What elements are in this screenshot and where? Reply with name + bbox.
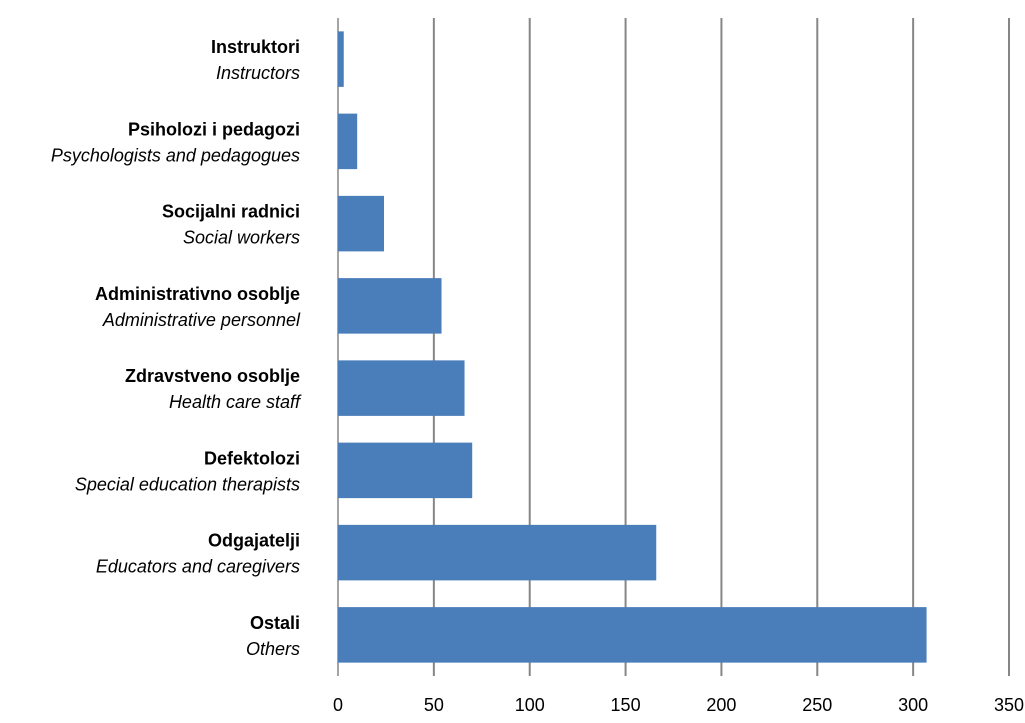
category-label: Defektolozi <box>204 448 300 468</box>
x-tick-label: 200 <box>706 695 736 715</box>
category-translation: Social workers <box>183 228 300 248</box>
category-label: Ostali <box>250 613 300 633</box>
x-tick-label: 50 <box>424 695 444 715</box>
category-translation: Psychologists and pedagogues <box>51 145 300 165</box>
bar-administrative-personnel <box>338 278 442 334</box>
category-label: Administrativno osoblje <box>95 284 300 304</box>
category-translation: Administrative personnel <box>102 310 301 330</box>
bar-instructors <box>338 31 344 87</box>
x-tick-label: 350 <box>994 695 1024 715</box>
x-tick-label: 250 <box>802 695 832 715</box>
category-label: Zdravstveno osoblje <box>125 366 300 386</box>
category-labels: Instruktori Instructors Psiholozi i pedago… <box>51 37 302 659</box>
bar-special-education-therapists <box>338 442 473 499</box>
bar-psychologists-and-pedagogues <box>338 113 358 170</box>
bar-others <box>338 607 927 663</box>
bar-educators-and-caregivers <box>338 524 657 581</box>
category-translation: Instructors <box>216 63 300 83</box>
bar-health-care-staff <box>338 360 465 416</box>
category-translation: Others <box>246 639 300 659</box>
category-label: Instruktori <box>211 37 300 57</box>
x-tick-label: 150 <box>611 695 641 715</box>
x-axis-tick-labels: 0 50 100 150 200 250 300 350 <box>333 695 1024 715</box>
x-tick-label: 100 <box>515 695 545 715</box>
category-label: Odgajatelji <box>208 531 300 551</box>
category-translation: Special education therapists <box>75 474 300 494</box>
category-label: Socijalni radnici <box>162 202 300 222</box>
x-tick-label: 0 <box>333 695 343 715</box>
category-translation: Health care staff <box>169 392 302 412</box>
category-translation: Educators and caregivers <box>96 557 300 577</box>
x-tick-label: 300 <box>898 695 928 715</box>
gridlines <box>337 18 1010 676</box>
bars <box>338 31 927 663</box>
category-label: Psiholozi i pedagozi <box>128 119 300 139</box>
bar-social-workers <box>338 195 385 252</box>
